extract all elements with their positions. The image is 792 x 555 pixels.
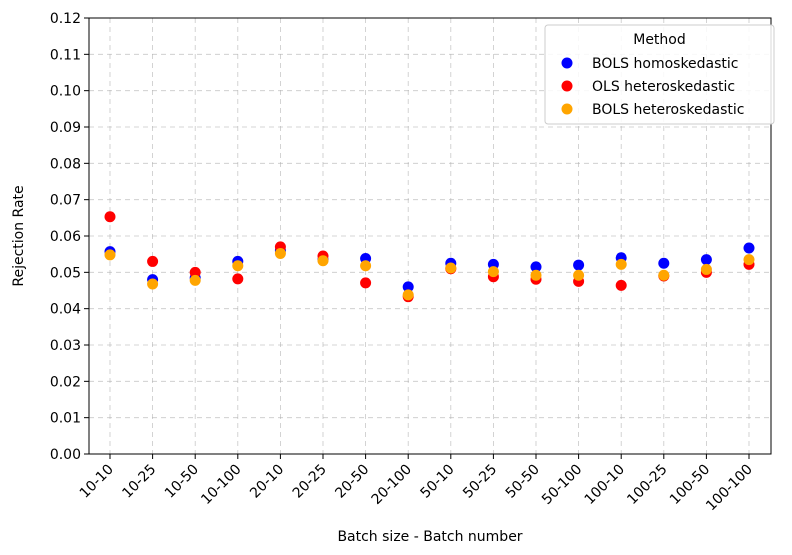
y-axis: 0.00 0.01 0.02 0.03 0.04 0.05 0.06 0.07 0.08 0.09…: [50, 11, 89, 463]
x-tick-label: 10-10: [77, 462, 117, 502]
data-point: [743, 254, 755, 266]
data-point: [402, 281, 414, 293]
data-point: [573, 259, 585, 271]
data-point: [573, 269, 585, 281]
data-point: [700, 263, 712, 275]
y-tick-label: 0.09: [50, 120, 81, 136]
data-point: [189, 266, 201, 278]
x-tick-label: 100-25: [624, 462, 670, 508]
legend: Method BOLS homoskedastic OLS heteroskeda…: [544, 24, 775, 125]
data-point: [743, 242, 755, 254]
data-point: [658, 269, 670, 281]
y-tick-label: 0.03: [50, 338, 81, 354]
x-tick-label: 10-50: [162, 462, 202, 502]
data-point: [104, 211, 116, 223]
data-point: [147, 255, 159, 267]
legend-marker: [561, 103, 573, 115]
series-0: [104, 242, 755, 293]
data-point: [445, 262, 457, 274]
data-point: [402, 289, 414, 301]
legend-label: BOLS homoskedastic: [592, 56, 739, 72]
data-point: [615, 279, 627, 291]
y-tick-label: 0.11: [50, 47, 81, 63]
y-tick-label: 0.07: [50, 193, 81, 209]
y-tick-label: 0.05: [50, 265, 81, 281]
y-tick-label: 0.10: [50, 84, 81, 100]
x-tick-label: 50-10: [418, 462, 458, 502]
data-point: [232, 260, 244, 272]
x-tick-label: 100-100: [703, 462, 756, 515]
y-tick-label: 0.01: [50, 411, 81, 427]
data-point: [189, 274, 201, 286]
x-axis-title: Batch size - Batch number: [337, 529, 522, 545]
series-2: [104, 247, 755, 301]
series-1: [104, 211, 755, 303]
data-point: [232, 273, 244, 285]
data-point: [360, 260, 372, 272]
y-tick-label: 0.06: [50, 229, 81, 245]
legend-title: Method: [633, 32, 686, 48]
x-tick-label: 50-25: [460, 462, 500, 502]
data-point: [360, 277, 372, 289]
data-point: [147, 278, 159, 290]
x-tick-label: 20-50: [332, 462, 372, 502]
x-tick-label: 50-50: [503, 462, 543, 502]
data-point: [530, 261, 542, 273]
x-tick-label: 20-100: [369, 462, 415, 508]
legend-marker: [561, 80, 573, 92]
legend-marker: [561, 57, 573, 69]
x-tick-label: 20-25: [290, 462, 330, 502]
data-points: [104, 211, 755, 303]
legend-box: [544, 24, 775, 125]
y-tick-label: 0.02: [50, 374, 81, 390]
legend-items: BOLS homoskedastic OLS heteroskedastic BOL…: [561, 56, 744, 118]
y-tick-label: 0.12: [50, 11, 81, 27]
data-point: [317, 255, 329, 267]
y-axis-title: Rejection Rate: [11, 185, 27, 286]
x-tick-label: 10-100: [198, 462, 244, 508]
data-point: [487, 266, 499, 278]
data-point: [104, 249, 116, 261]
data-point: [700, 254, 712, 266]
legend-label: BOLS heteroskedastic: [592, 102, 744, 118]
x-tick-label: 100-10: [582, 462, 628, 508]
data-point: [530, 269, 542, 281]
y-tick-label: 0.04: [50, 302, 81, 318]
y-tick-label: 0.08: [50, 156, 81, 172]
x-tick-label: 10-25: [119, 462, 159, 502]
x-tick-label: 20-10: [247, 462, 287, 502]
data-point: [615, 258, 627, 270]
x-tick-label: 50-100: [539, 462, 585, 508]
y-tick-label: 0.00: [50, 447, 81, 463]
data-point: [274, 247, 286, 259]
legend-label: OLS heteroskedastic: [592, 79, 735, 95]
data-point: [658, 257, 670, 269]
